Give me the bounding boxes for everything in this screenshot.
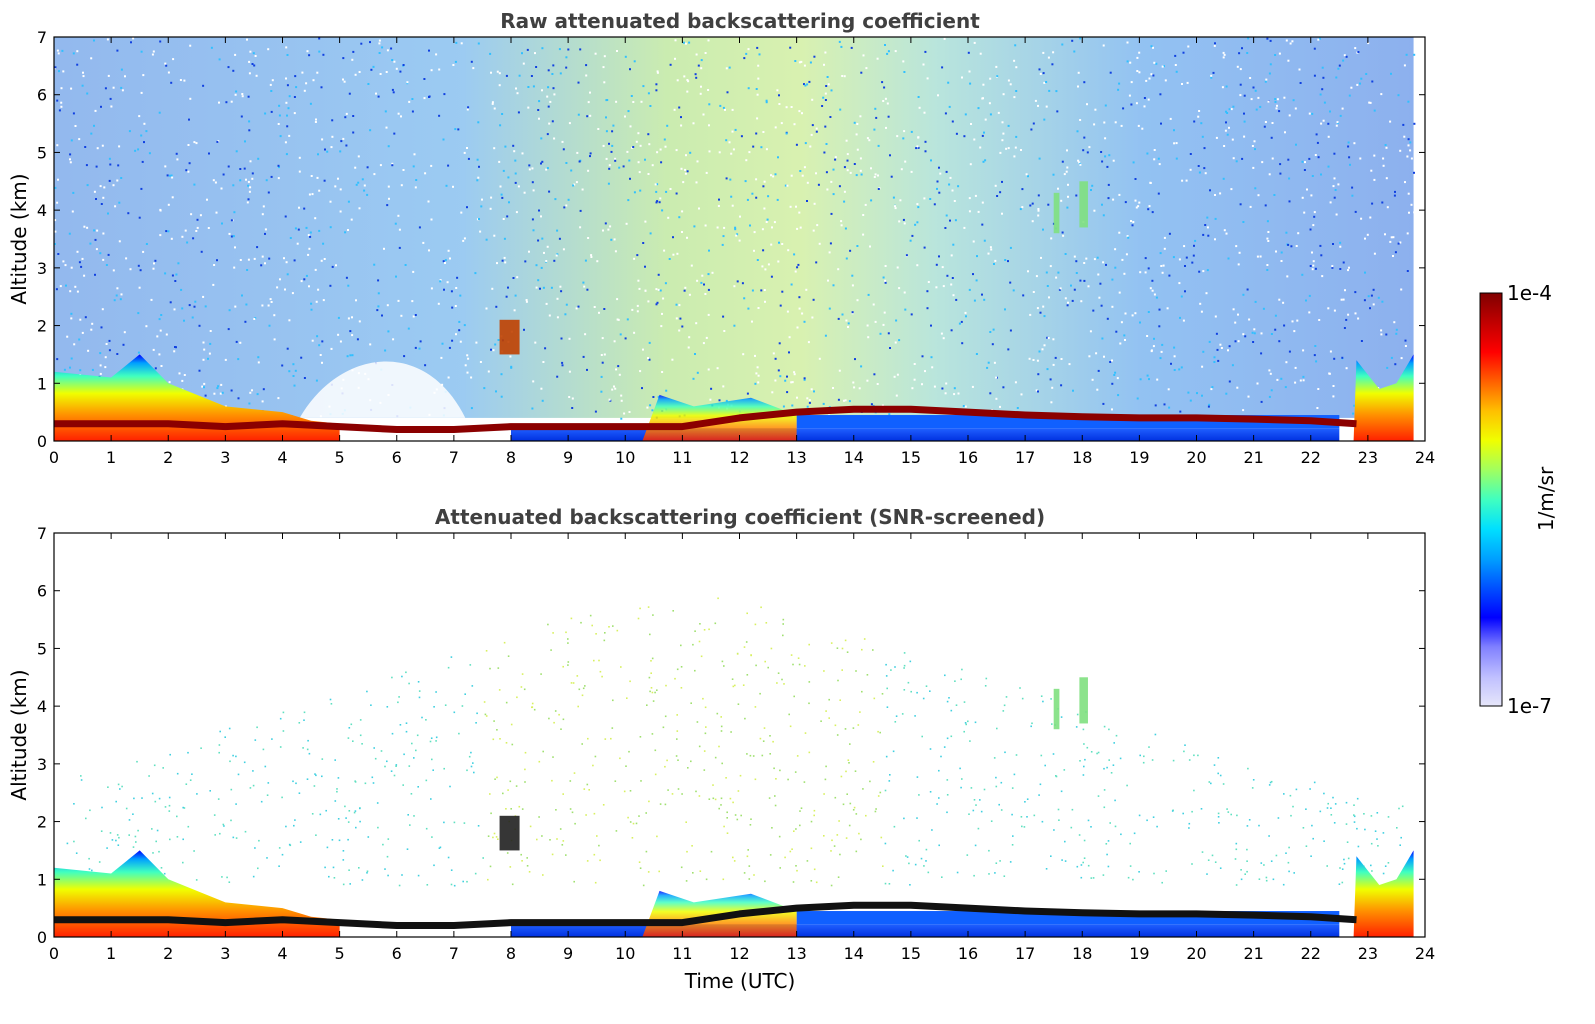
- x-tick-label: 1: [106, 944, 116, 963]
- evening-aerosol-layer: [1353, 850, 1414, 937]
- x-tick-label: 16: [958, 448, 978, 467]
- x-tick-label: 9: [563, 944, 573, 963]
- x-tick-label: 14: [844, 448, 864, 467]
- noise-background: [54, 37, 1414, 418]
- x-tick-label: 7: [449, 944, 459, 963]
- x-tick-label: 3: [220, 448, 230, 467]
- x-tick-label: 7: [449, 448, 459, 467]
- x-tick-label: 2: [163, 448, 173, 467]
- cloud-patch: [499, 319, 520, 355]
- cloud-patch: [1079, 677, 1088, 724]
- x-tick-label: 3: [220, 944, 230, 963]
- x-tick-label: 8: [506, 448, 516, 467]
- colorbar-gradient: [1479, 292, 1503, 707]
- surface-aerosol-layer: [54, 850, 340, 937]
- y-tick-label: 1: [37, 870, 47, 889]
- bottom-panel-xlabel: Time (UTC): [684, 969, 796, 993]
- x-tick-label: 4: [277, 944, 287, 963]
- x-tick-label: 14: [844, 944, 864, 963]
- cloud-patch: [499, 815, 520, 851]
- y-tick-label: 4: [37, 201, 47, 220]
- x-tick-label: 5: [335, 448, 345, 467]
- y-tick-label: 1: [37, 374, 47, 393]
- bottom-panel-plot: 0 1 2 3 4 5 6 7 8 9 10 11 12 13 14 15 16 17 18 19 20 21 22 23 24…: [37, 524, 1435, 963]
- x-tick-label: 17: [1015, 448, 1035, 467]
- x-tick-label: 10: [615, 448, 635, 467]
- top-panel-ylabel: Altitude (km): [7, 173, 31, 304]
- x-tick-label: 5: [335, 944, 345, 963]
- x-tick-label: 6: [392, 448, 402, 467]
- y-tick-label: 6: [37, 582, 47, 601]
- top-panel-title: Raw attenuated backscattering coefficien…: [500, 9, 980, 33]
- x-tick-label: 23: [1358, 944, 1378, 963]
- x-tick-label: 11: [672, 448, 692, 467]
- bottom-panel-title: Attenuated backscattering coefficient (S…: [435, 505, 1045, 529]
- x-tick-label: 4: [277, 448, 287, 467]
- colorbar-min-label: 1e-7: [1507, 694, 1552, 718]
- x-tick-label: 10: [615, 944, 635, 963]
- x-tick-label: 13: [786, 944, 806, 963]
- x-tick-label: 21: [1243, 448, 1263, 467]
- evening-aerosol-layer: [1353, 354, 1414, 441]
- x-tick-label: 2: [163, 944, 173, 963]
- aerosol-layer-top: [54, 405, 1357, 433]
- surface-aerosol-layer: [54, 354, 340, 441]
- y-tick-label: 4: [37, 697, 47, 716]
- cloud-patch: [1053, 688, 1060, 730]
- x-tick-label: 8: [506, 944, 516, 963]
- x-tick-label: 6: [392, 944, 402, 963]
- clear-zone: [299, 361, 466, 418]
- y-tick-label: 3: [37, 259, 47, 278]
- x-tick-label: 24: [1415, 448, 1435, 467]
- x-tick-label: 22: [1301, 448, 1321, 467]
- plot-frame: [53, 532, 1426, 938]
- x-tick-label: 0: [49, 448, 59, 467]
- x-tick-label: 9: [563, 448, 573, 467]
- cloud-patch: [1079, 181, 1088, 228]
- y-tick-label: 2: [37, 317, 47, 336]
- y-tick-label: 7: [37, 524, 47, 543]
- aerosol-layer-top: [54, 901, 1357, 929]
- x-tick-label: 15: [901, 448, 921, 467]
- boundary-layer-blue: [511, 924, 1340, 937]
- x-tick-label: 18: [1072, 944, 1092, 963]
- x-tick-label: 12: [729, 944, 749, 963]
- boundary-layer-blue: [511, 428, 1340, 441]
- x-tick-label: 13: [786, 448, 806, 467]
- x-tick-label: 12: [729, 448, 749, 467]
- cloud-patch: [1053, 192, 1060, 234]
- x-tick-label: 24: [1415, 944, 1435, 963]
- top-panel-plot: 0 1 2 3 4 5 6 7 8 9 10 11 12 13 14 15 16 17 18 19 20 21 22 23 24…: [37, 28, 1435, 467]
- x-tick-label: 20: [1186, 944, 1206, 963]
- y-tick-label: 5: [37, 639, 47, 658]
- y-tick-label: 0: [37, 432, 47, 451]
- y-tick-label: 6: [37, 86, 47, 105]
- y-tick-label: 7: [37, 28, 47, 47]
- colorbar-max-label: 1e-4: [1507, 281, 1552, 305]
- x-tick-label: 23: [1358, 448, 1378, 467]
- x-tick-label: 19: [1129, 448, 1149, 467]
- x-tick-label: 0: [49, 944, 59, 963]
- colorbar-unit-label: 1/m/sr: [1534, 466, 1558, 531]
- screened-speckle: [66, 597, 1404, 887]
- x-tick-label: 22: [1301, 944, 1321, 963]
- x-tick-label: 16: [958, 944, 978, 963]
- x-tick-label: 19: [1129, 944, 1149, 963]
- x-tick-label: 17: [1015, 944, 1035, 963]
- y-tick-label: 5: [37, 143, 47, 162]
- x-tick-label: 20: [1186, 448, 1206, 467]
- x-tick-label: 11: [672, 944, 692, 963]
- colorbar: 1e-4 1e-7 1/m/sr: [1479, 281, 1558, 718]
- x-tick-label: 15: [901, 944, 921, 963]
- y-tick-label: 0: [37, 928, 47, 947]
- x-tick-label: 21: [1243, 944, 1263, 963]
- y-tick-label: 2: [37, 813, 47, 832]
- x-tick-label: 1: [106, 448, 116, 467]
- x-tick-label: 18: [1072, 448, 1092, 467]
- y-tick-label: 3: [37, 755, 47, 774]
- bottom-panel-ylabel: Altitude (km): [7, 669, 31, 800]
